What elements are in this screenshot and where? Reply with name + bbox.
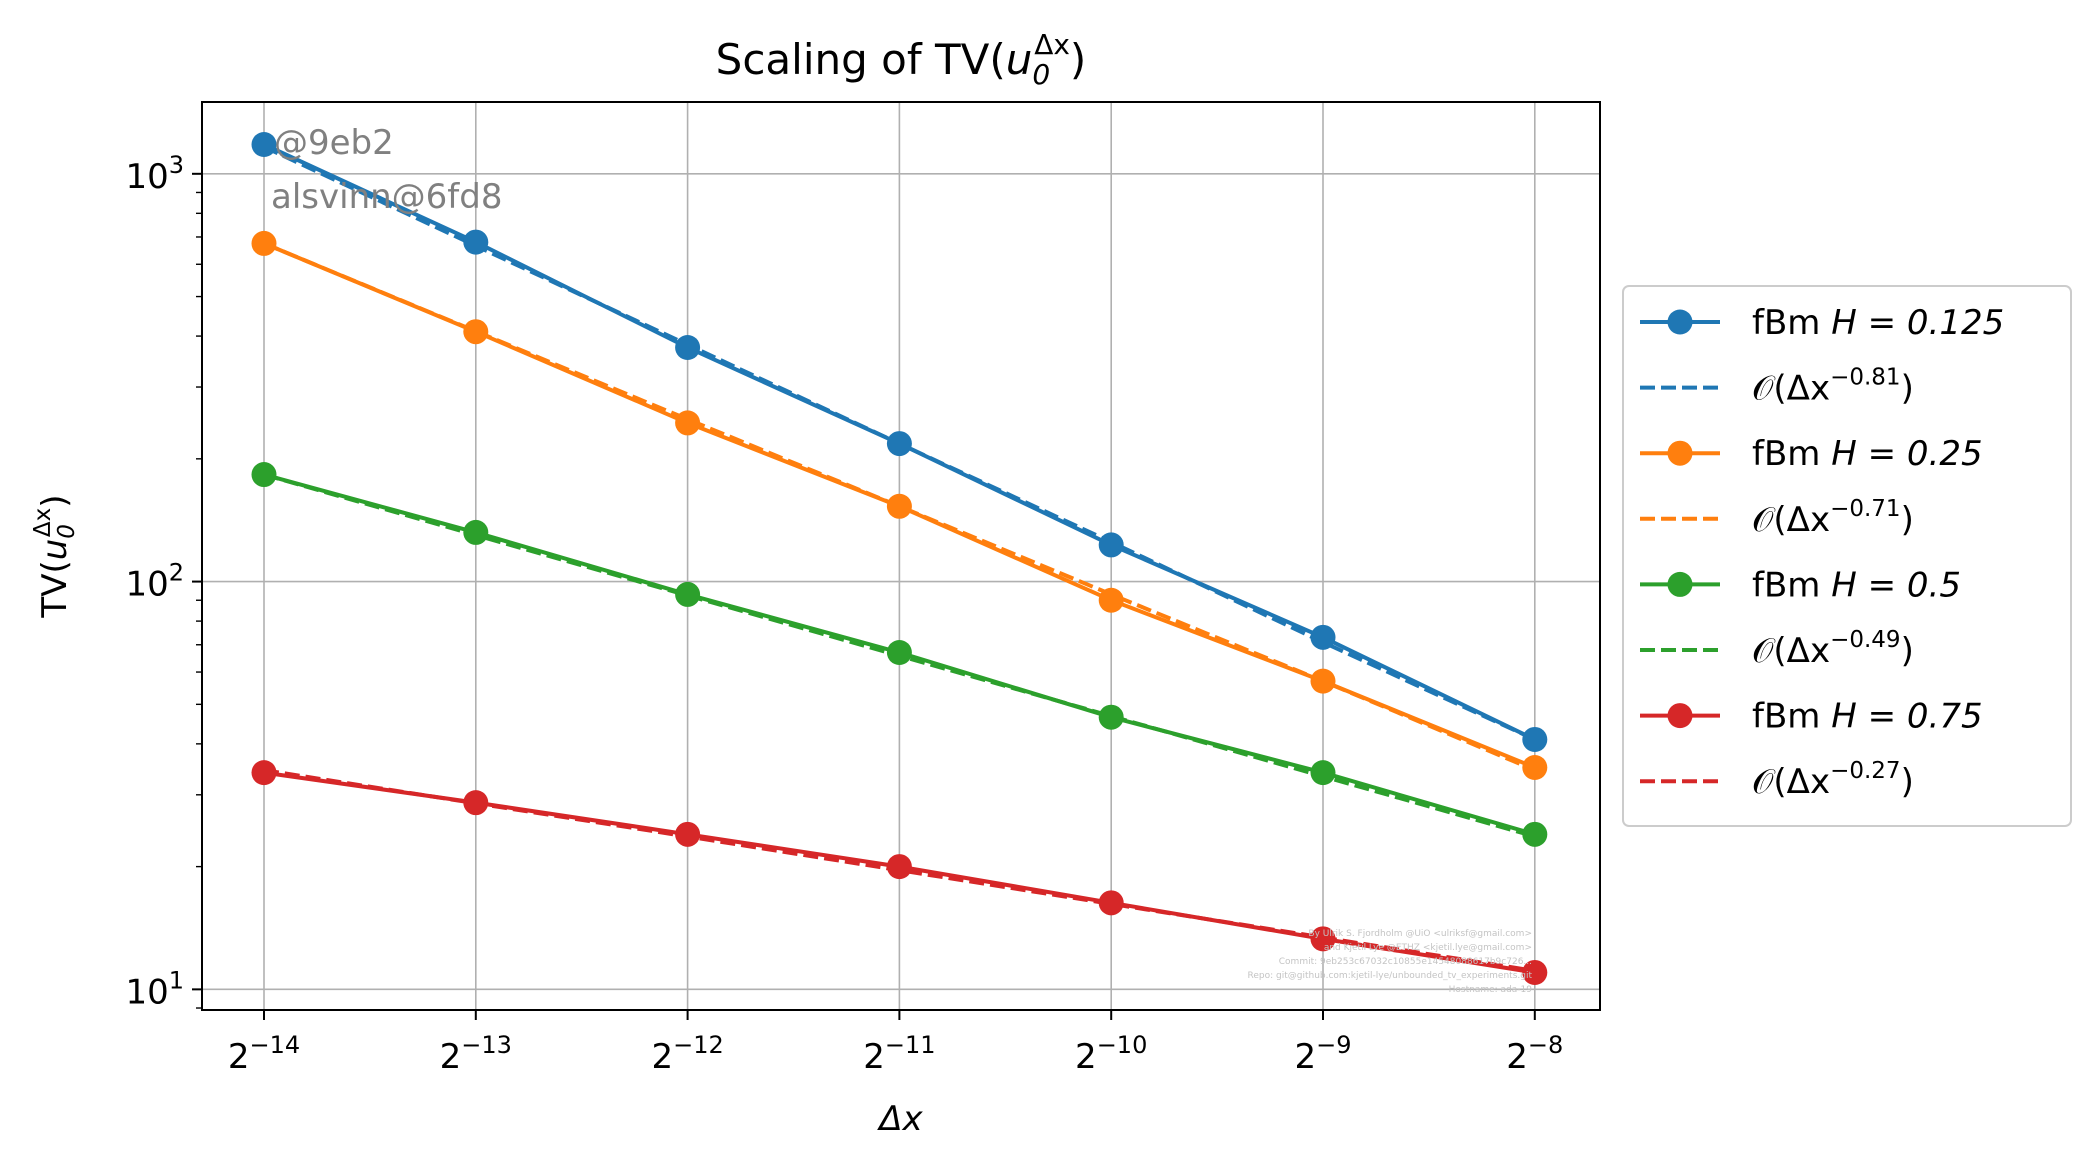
x-tick-label: 2−8	[1506, 1031, 1563, 1077]
data-point	[463, 519, 489, 545]
credit-line: and Kjetil Lye @ETHZ <kjetil.lye@gmail.c…	[1324, 943, 1532, 953]
data-point	[886, 493, 912, 519]
y-tick-label: 103	[125, 151, 184, 197]
data-point	[1098, 587, 1124, 613]
data-point	[1098, 890, 1124, 916]
data-point	[1522, 821, 1548, 847]
x-axis-label: Δx	[876, 1099, 923, 1139]
legend-label: 𝒪(Δx−0.81)	[1752, 365, 1914, 409]
chart-title: Scaling of TV(u0Δx)	[716, 28, 1087, 91]
legend-marker	[1667, 309, 1693, 335]
legend-marker	[1667, 571, 1693, 597]
x-tick-label: 2−14	[228, 1031, 300, 1077]
data-point	[251, 131, 277, 157]
data-point	[1310, 760, 1336, 786]
data-point	[251, 230, 277, 256]
plot-series	[251, 131, 1548, 985]
data-point	[1522, 959, 1548, 985]
legend-label: fBm H = 0.25	[1752, 434, 1983, 474]
legend-label: 𝒪(Δx−0.27)	[1752, 758, 1914, 802]
legend-label: 𝒪(Δx−0.49)	[1752, 627, 1914, 671]
credit-line: Hostname: ada-19	[1449, 985, 1533, 995]
legend-box	[1622, 285, 2072, 827]
data-point	[1522, 726, 1548, 752]
legend-label: fBm H = 0.75	[1752, 697, 1983, 737]
data-point	[463, 790, 489, 816]
data-point	[675, 581, 701, 607]
data-point	[886, 431, 912, 457]
data-point	[251, 760, 277, 786]
x-tick-label: 2−9	[1294, 1031, 1351, 1077]
data-point	[463, 229, 489, 255]
legend-marker	[1667, 440, 1693, 466]
credit-line: Commit: 9eb253c67032c10855e14548088617b9…	[1279, 957, 1532, 967]
credit-line: Repo: git@github.com:kjetil-lye/unbounde…	[1248, 971, 1533, 981]
data-point	[1310, 624, 1336, 650]
legend-marker	[1667, 703, 1693, 729]
grid	[202, 102, 1600, 1010]
data-point	[251, 462, 277, 488]
legend: fBm H = 0.125 𝒪(Δx−0.81) fBm H = 0.25 𝒪(Δx−…	[1622, 285, 2072, 827]
credits: By Ulrik S. Fjordholm @UiO <ulriksf@gmai…	[1248, 929, 1533, 995]
data-point	[1098, 532, 1124, 558]
annotation-commit: @9eb2	[274, 123, 394, 163]
axes: 2−14 2−13 2−12 2−11 2−10 2−9 2−8 101 102 103	[125, 151, 1563, 1077]
annotation-alsvinn: alsvinn@6fd8	[271, 177, 502, 217]
data-point	[675, 821, 701, 847]
data-point	[1310, 926, 1336, 952]
x-tick-label: 2−10	[1075, 1031, 1147, 1077]
y-tick-label: 101	[125, 966, 184, 1012]
data-point	[675, 335, 701, 361]
data-point	[1522, 755, 1548, 781]
x-tick-label: 2−13	[440, 1031, 512, 1077]
data-point	[463, 319, 489, 345]
legend-label: fBm H = 0.5	[1752, 565, 1961, 605]
x-tick-label: 2−12	[651, 1031, 723, 1077]
y-axis-label: TV(u0Δx)	[30, 494, 80, 618]
data-point	[1098, 704, 1124, 730]
credit-line: By Ulrik S. Fjordholm @UiO <ulriksf@gmai…	[1308, 929, 1532, 939]
legend-label: fBm H = 0.125	[1752, 303, 2004, 343]
data-point	[675, 410, 701, 436]
legend-label: 𝒪(Δx−0.71)	[1752, 496, 1914, 540]
data-point	[1310, 668, 1336, 694]
data-point	[886, 640, 912, 666]
plot-frame	[201, 101, 1601, 1011]
y-tick-label: 102	[125, 559, 184, 605]
data-point	[886, 854, 912, 880]
x-tick-label: 2−11	[863, 1031, 935, 1077]
